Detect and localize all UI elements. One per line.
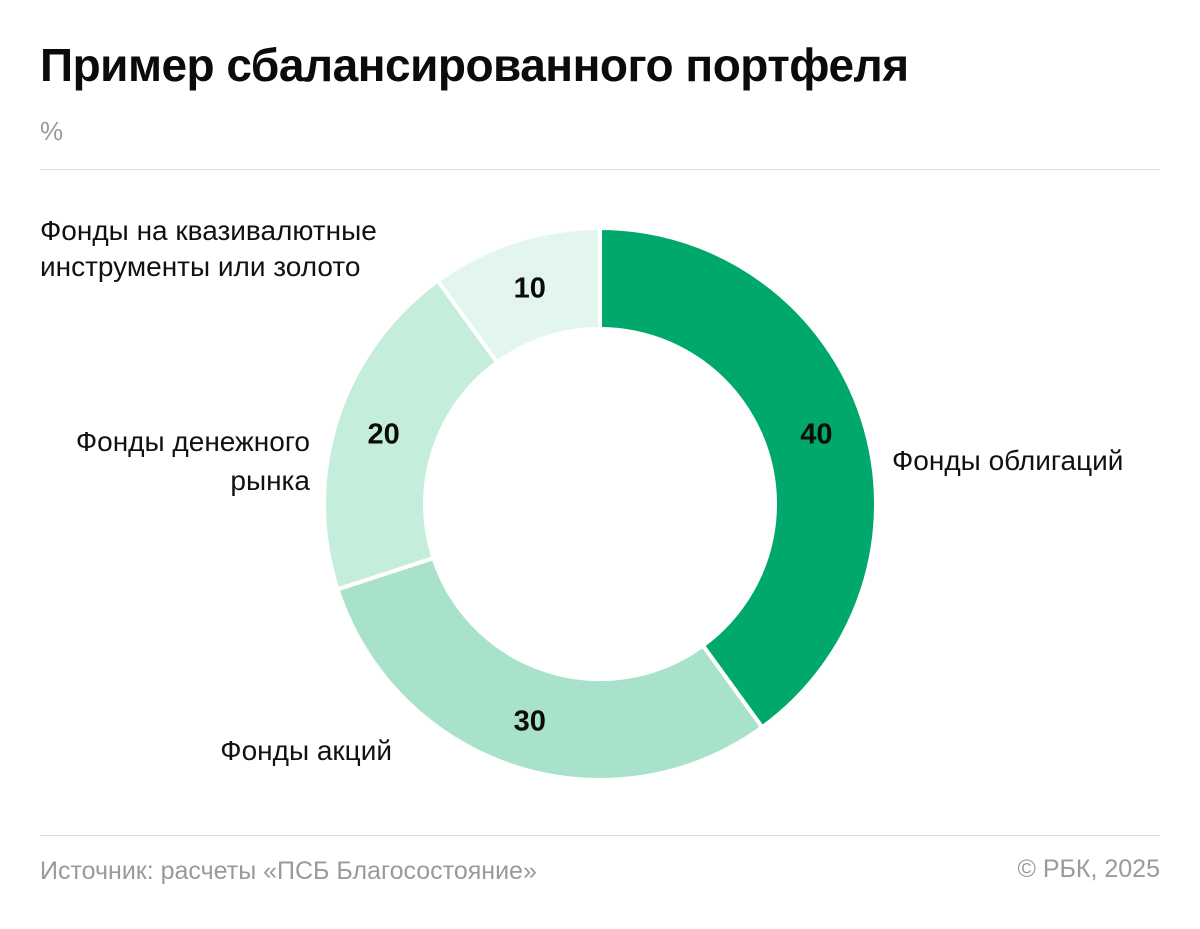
slice-value-label: 30	[514, 705, 546, 737]
slice-category-label: Фонды облигаций	[892, 445, 1123, 476]
slice-category-label-line: рынка	[230, 465, 310, 496]
category-labels-group: Фонды облигаций Фонды акций Фонды денежног…	[40, 215, 1123, 766]
chart-title: Пример сбалансированного портфеля	[40, 39, 909, 91]
slice-value-label: 20	[368, 419, 400, 451]
value-labels-group: 40 30 20 10	[368, 273, 833, 738]
slice-category-label: Фонды денежного рынка	[76, 426, 311, 496]
unit-label: %	[40, 116, 64, 146]
slice-category-label-line: Фонды облигаций	[892, 445, 1123, 476]
copyright-note: © РБК, 2025	[1017, 855, 1160, 883]
slice-category-label-line: Фонды денежного	[76, 426, 310, 457]
donut-slice	[334, 555, 766, 782]
slice-category-label-line: Фонды на квазивалютные	[40, 215, 377, 246]
slices-group	[322, 225, 878, 782]
slice-category-label-line: Фонды акций	[220, 735, 392, 766]
donut-slice	[434, 225, 602, 366]
slice-value-label: 40	[800, 419, 832, 451]
source-note: Источник: расчеты «ПСБ Благосостояние»	[40, 857, 537, 885]
bottom-divider	[40, 835, 1160, 836]
slice-category-label-line: инструменты или золото	[40, 251, 360, 282]
slice-category-label: Фонды акций	[220, 735, 392, 766]
slice-value-label: 10	[514, 273, 546, 305]
slice-category-label: Фонды на квазивалютные инструменты или зо…	[40, 215, 377, 282]
donut-slice	[322, 277, 500, 592]
top-divider	[40, 169, 1160, 170]
donut-slice	[598, 225, 878, 731]
